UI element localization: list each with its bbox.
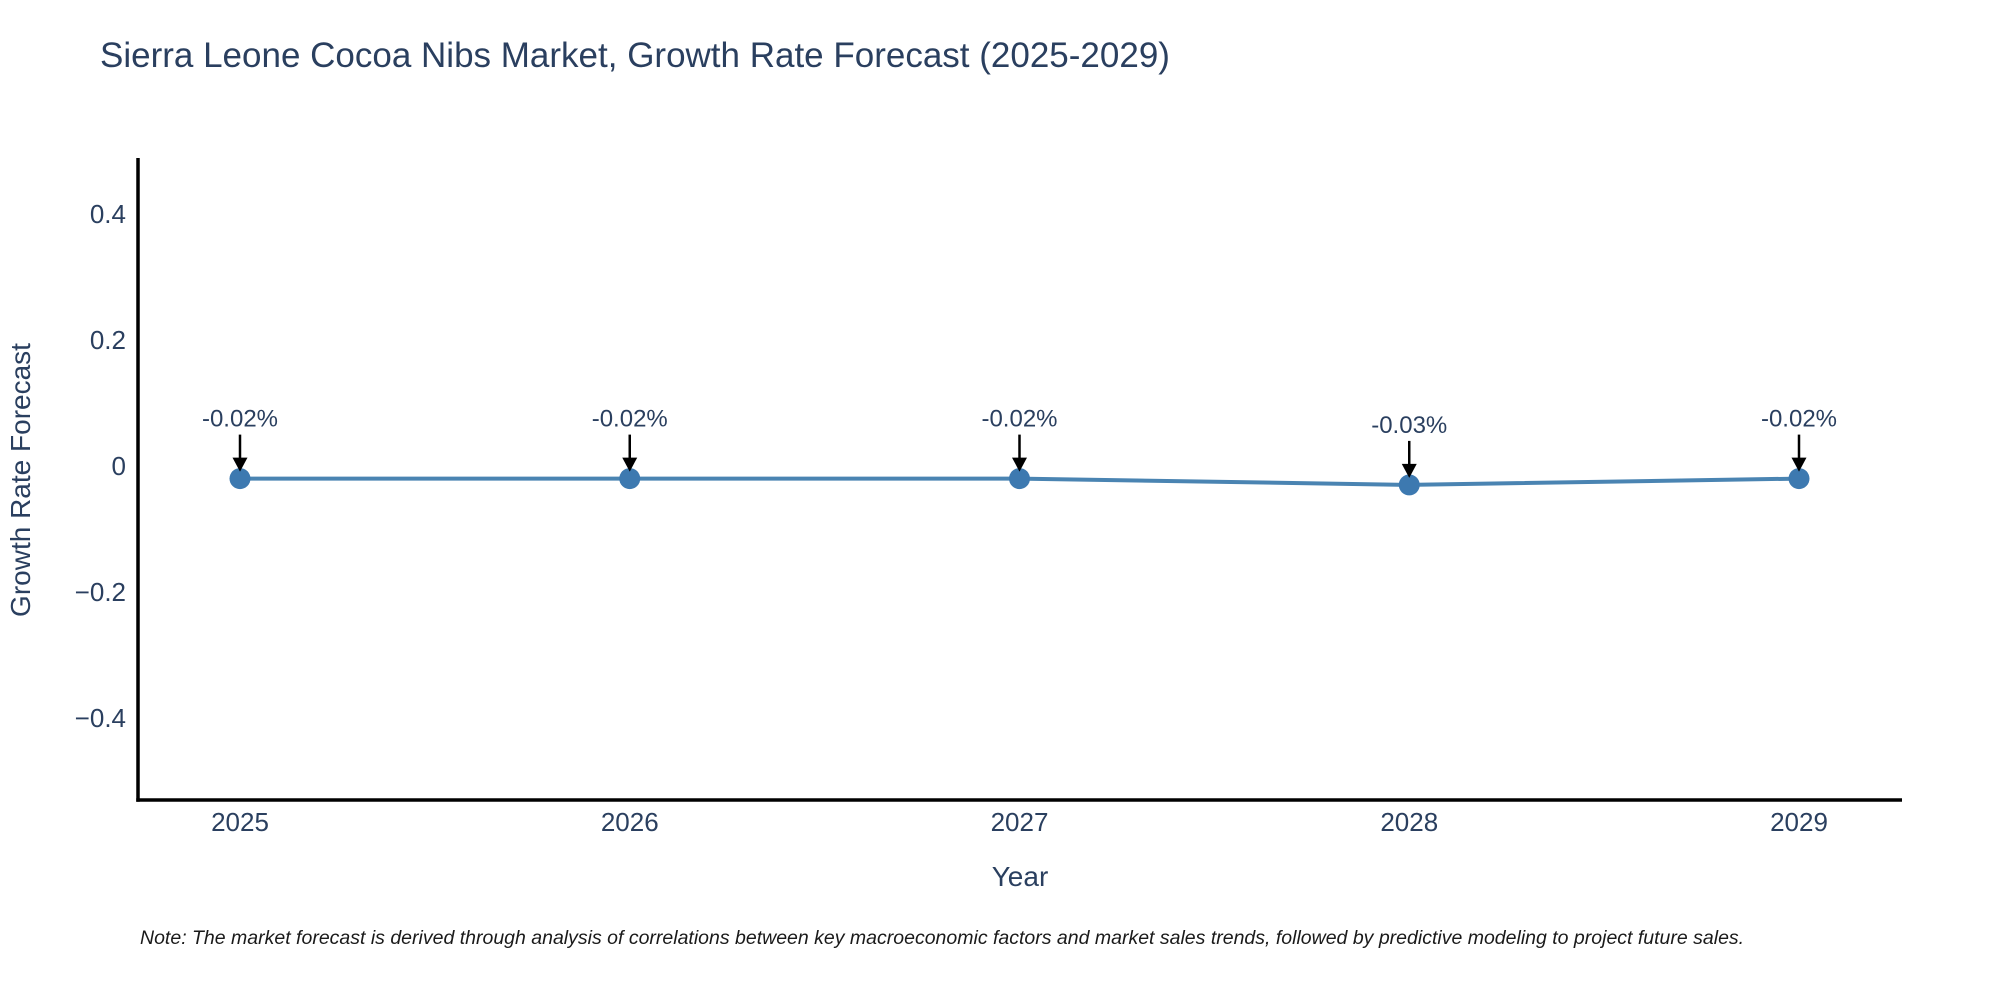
x-tick-label: 2025 — [211, 807, 269, 837]
annotation-label: -0.02% — [1761, 406, 1837, 433]
y-tick-label: −0.2 — [75, 577, 126, 607]
annotation-label: -0.03% — [1371, 412, 1447, 439]
y-tick-label: −0.4 — [75, 703, 126, 733]
data-point-marker — [1009, 468, 1030, 490]
annotation-label: -0.02% — [981, 406, 1057, 433]
x-tick-label: 2029 — [1770, 807, 1828, 837]
annotation-label: -0.02% — [592, 406, 668, 433]
annotation-arrowhead-icon — [1791, 457, 1807, 472]
data-point-marker — [229, 468, 251, 490]
annotations: -0.02% -0.02% -0.02% -0.03% -0.02% — [202, 406, 1837, 478]
annotation-arrowhead-icon — [622, 457, 638, 472]
data-point-marker — [1788, 468, 1810, 490]
y-tick-labels: 0.4 0.2 0 −0.2 −0.4 — [75, 199, 126, 733]
line-series — [229, 468, 1810, 496]
data-point-marker — [619, 468, 641, 490]
y-tick-label: 0.2 — [90, 325, 126, 355]
chart-title: Sierra Leone Cocoa Nibs Market, Growth R… — [100, 36, 1170, 75]
x-tick-labels: 2025 2026 2027 2028 2029 — [211, 807, 1828, 837]
axes — [136, 158, 1902, 802]
x-tick-label: 2026 — [601, 807, 659, 837]
annotation-label: -0.02% — [202, 406, 278, 433]
annotation-arrowhead-icon — [1012, 457, 1027, 472]
x-tick-label: 2027 — [991, 807, 1049, 837]
footnote: Note: The market forecast is derived thr… — [140, 927, 1744, 949]
x-tick-label: 2028 — [1380, 807, 1438, 837]
x-axis-title: Year — [992, 861, 1049, 892]
annotation-arrowhead-icon — [1401, 463, 1417, 478]
annotation-arrowhead-icon — [232, 457, 248, 472]
y-tick-label: 0.4 — [90, 199, 126, 229]
y-tick-label: 0 — [112, 451, 126, 481]
data-point-marker — [1398, 474, 1420, 496]
y-axis-title: Growth Rate Forecast — [5, 343, 36, 617]
